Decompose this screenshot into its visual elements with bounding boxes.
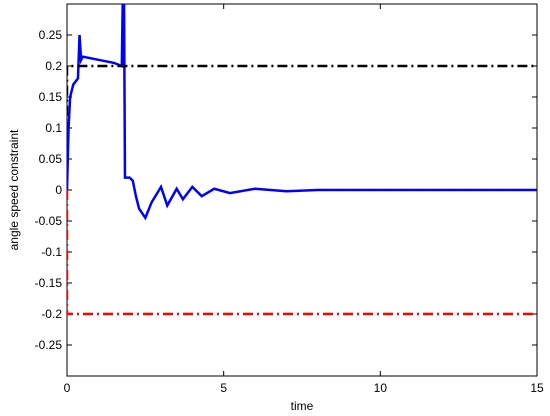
series-line bbox=[67, 64, 537, 116]
y-tick-label: -0.2 bbox=[41, 307, 62, 321]
y-tick-label: -0.05 bbox=[35, 214, 63, 228]
x-tick-label: 5 bbox=[220, 381, 227, 395]
y-tick-label: 0 bbox=[55, 183, 62, 197]
y-tick-label: 0.05 bbox=[39, 152, 63, 166]
y-tick-label: -0.15 bbox=[35, 276, 63, 290]
y-tick-label: 0.15 bbox=[39, 90, 63, 104]
plot-lines bbox=[67, 4, 537, 316]
y-tick-label: -0.25 bbox=[35, 338, 63, 352]
x-tick-label: 10 bbox=[374, 381, 388, 395]
series-line bbox=[67, 4, 537, 221]
y-tick-label: 0.25 bbox=[39, 28, 63, 42]
x-tick-label: 0 bbox=[64, 381, 71, 395]
x-tick-label: 15 bbox=[530, 381, 544, 395]
y-tick-label: 0.1 bbox=[45, 121, 62, 135]
y-tick-label: -0.1 bbox=[41, 245, 62, 259]
y-tick-label: 0.2 bbox=[45, 59, 62, 73]
y-axis-label: angle speed constraint bbox=[7, 129, 21, 250]
x-axis-label: time bbox=[291, 399, 314, 413]
